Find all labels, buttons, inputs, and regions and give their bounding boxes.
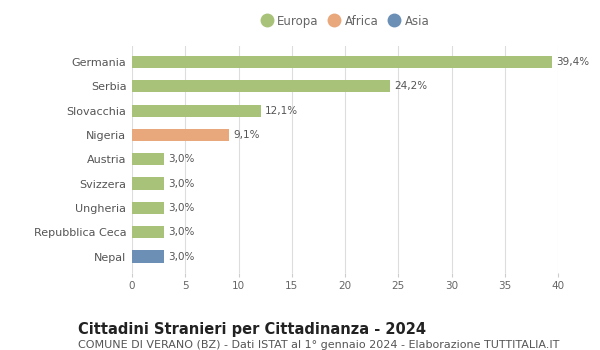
Bar	[132, 153, 164, 165]
Text: 3,0%: 3,0%	[168, 203, 194, 213]
Text: 12,1%: 12,1%	[265, 106, 298, 116]
Bar	[132, 226, 164, 238]
Bar	[132, 105, 261, 117]
Bar	[132, 129, 229, 141]
Bar	[132, 80, 390, 92]
Bar	[132, 56, 551, 68]
Text: 39,4%: 39,4%	[556, 57, 589, 67]
Text: 3,0%: 3,0%	[168, 227, 194, 237]
Text: 3,0%: 3,0%	[168, 154, 194, 164]
Text: 9,1%: 9,1%	[233, 130, 260, 140]
Text: 3,0%: 3,0%	[168, 178, 194, 189]
Text: Cittadini Stranieri per Cittadinanza - 2024: Cittadini Stranieri per Cittadinanza - 2…	[78, 322, 426, 337]
Text: COMUNE DI VERANO (BZ) - Dati ISTAT al 1° gennaio 2024 - Elaborazione TUTTITALIA.: COMUNE DI VERANO (BZ) - Dati ISTAT al 1°…	[78, 340, 559, 350]
Text: 3,0%: 3,0%	[168, 252, 194, 261]
Text: 24,2%: 24,2%	[394, 81, 427, 91]
Legend: Europa, Africa, Asia: Europa, Africa, Asia	[261, 15, 429, 28]
Bar	[132, 251, 164, 262]
Bar	[132, 202, 164, 214]
Bar	[132, 177, 164, 190]
